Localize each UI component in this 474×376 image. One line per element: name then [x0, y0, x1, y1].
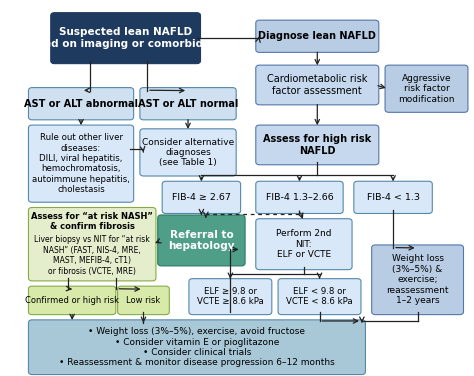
FancyBboxPatch shape [140, 129, 236, 176]
Text: Confirmed or high risk: Confirmed or high risk [25, 296, 119, 305]
FancyBboxPatch shape [189, 279, 272, 315]
FancyBboxPatch shape [140, 88, 236, 120]
Text: Rule out other liver
diseases:
DILI, viral hepatitis,
hemochromatosis,
autoimmun: Rule out other liver diseases: DILI, vir… [32, 133, 130, 194]
FancyBboxPatch shape [256, 65, 379, 105]
Text: Aggressive
risk factor
modification: Aggressive risk factor modification [398, 74, 455, 104]
Text: AST or ALT abnormal: AST or ALT abnormal [24, 99, 138, 109]
FancyBboxPatch shape [28, 125, 134, 202]
Text: Cardiometabolic risk
factor assessment: Cardiometabolic risk factor assessment [267, 74, 367, 96]
Text: Weight loss
(3%–5%) &
exercise;
reassessment
1–2 years: Weight loss (3%–5%) & exercise; reassess… [386, 255, 449, 305]
FancyBboxPatch shape [385, 65, 468, 112]
FancyBboxPatch shape [256, 181, 343, 214]
Text: Consider alternative
diagnoses
(see Table 1): Consider alternative diagnoses (see Tabl… [142, 138, 234, 167]
FancyBboxPatch shape [51, 13, 201, 64]
Text: Assess for high risk
NAFLD: Assess for high risk NAFLD [263, 134, 372, 156]
FancyBboxPatch shape [256, 20, 379, 52]
Text: • Weight loss (3%–5%), exercise, avoid fructose
• Consider vitamin E or pioglita: • Weight loss (3%–5%), exercise, avoid f… [59, 327, 335, 367]
Text: ELF < 9.8 or
VCTE < 8.6 kPa: ELF < 9.8 or VCTE < 8.6 kPa [286, 287, 353, 306]
FancyBboxPatch shape [118, 286, 169, 315]
FancyBboxPatch shape [372, 245, 464, 315]
FancyBboxPatch shape [158, 215, 245, 266]
Text: Suspected lean NAFLD
(Based on imaging or comorbidities): Suspected lean NAFLD (Based on imaging o… [18, 27, 233, 49]
Text: Low risk: Low risk [127, 296, 161, 305]
FancyBboxPatch shape [354, 181, 432, 214]
FancyBboxPatch shape [162, 181, 241, 214]
FancyBboxPatch shape [256, 125, 379, 165]
Text: Diagnose lean NAFLD: Diagnose lean NAFLD [258, 31, 376, 41]
Text: Liver biopsy vs NIT for “at risk
NASH” (FAST, NIS-4, MRE,
MAST, MEFIB-4, cT1)
or: Liver biopsy vs NIT for “at risk NASH” (… [34, 235, 150, 276]
FancyBboxPatch shape [28, 208, 156, 281]
Text: FIB-4 < 1.3: FIB-4 < 1.3 [366, 193, 419, 202]
Text: Assess for “at risk NASH”
& confirm fibrosis: Assess for “at risk NASH” & confirm fibr… [31, 212, 153, 231]
FancyBboxPatch shape [28, 286, 116, 315]
Text: FIB-4 ≥ 2.67: FIB-4 ≥ 2.67 [172, 193, 231, 202]
FancyBboxPatch shape [28, 320, 365, 374]
Text: AST or ALT normal: AST or ALT normal [138, 99, 238, 109]
FancyBboxPatch shape [28, 88, 134, 120]
FancyBboxPatch shape [278, 279, 361, 315]
Text: ELF ≥ 9.8 or
VCTE ≥ 8.6 kPa: ELF ≥ 9.8 or VCTE ≥ 8.6 kPa [197, 287, 264, 306]
Text: FIB-4 1.3–2.66: FIB-4 1.3–2.66 [265, 193, 333, 202]
Text: Referral to
hepatology: Referral to hepatology [168, 230, 235, 251]
Text: Perform 2nd
NIT:
ELF or VCTE: Perform 2nd NIT: ELF or VCTE [276, 229, 332, 259]
FancyBboxPatch shape [256, 219, 352, 270]
